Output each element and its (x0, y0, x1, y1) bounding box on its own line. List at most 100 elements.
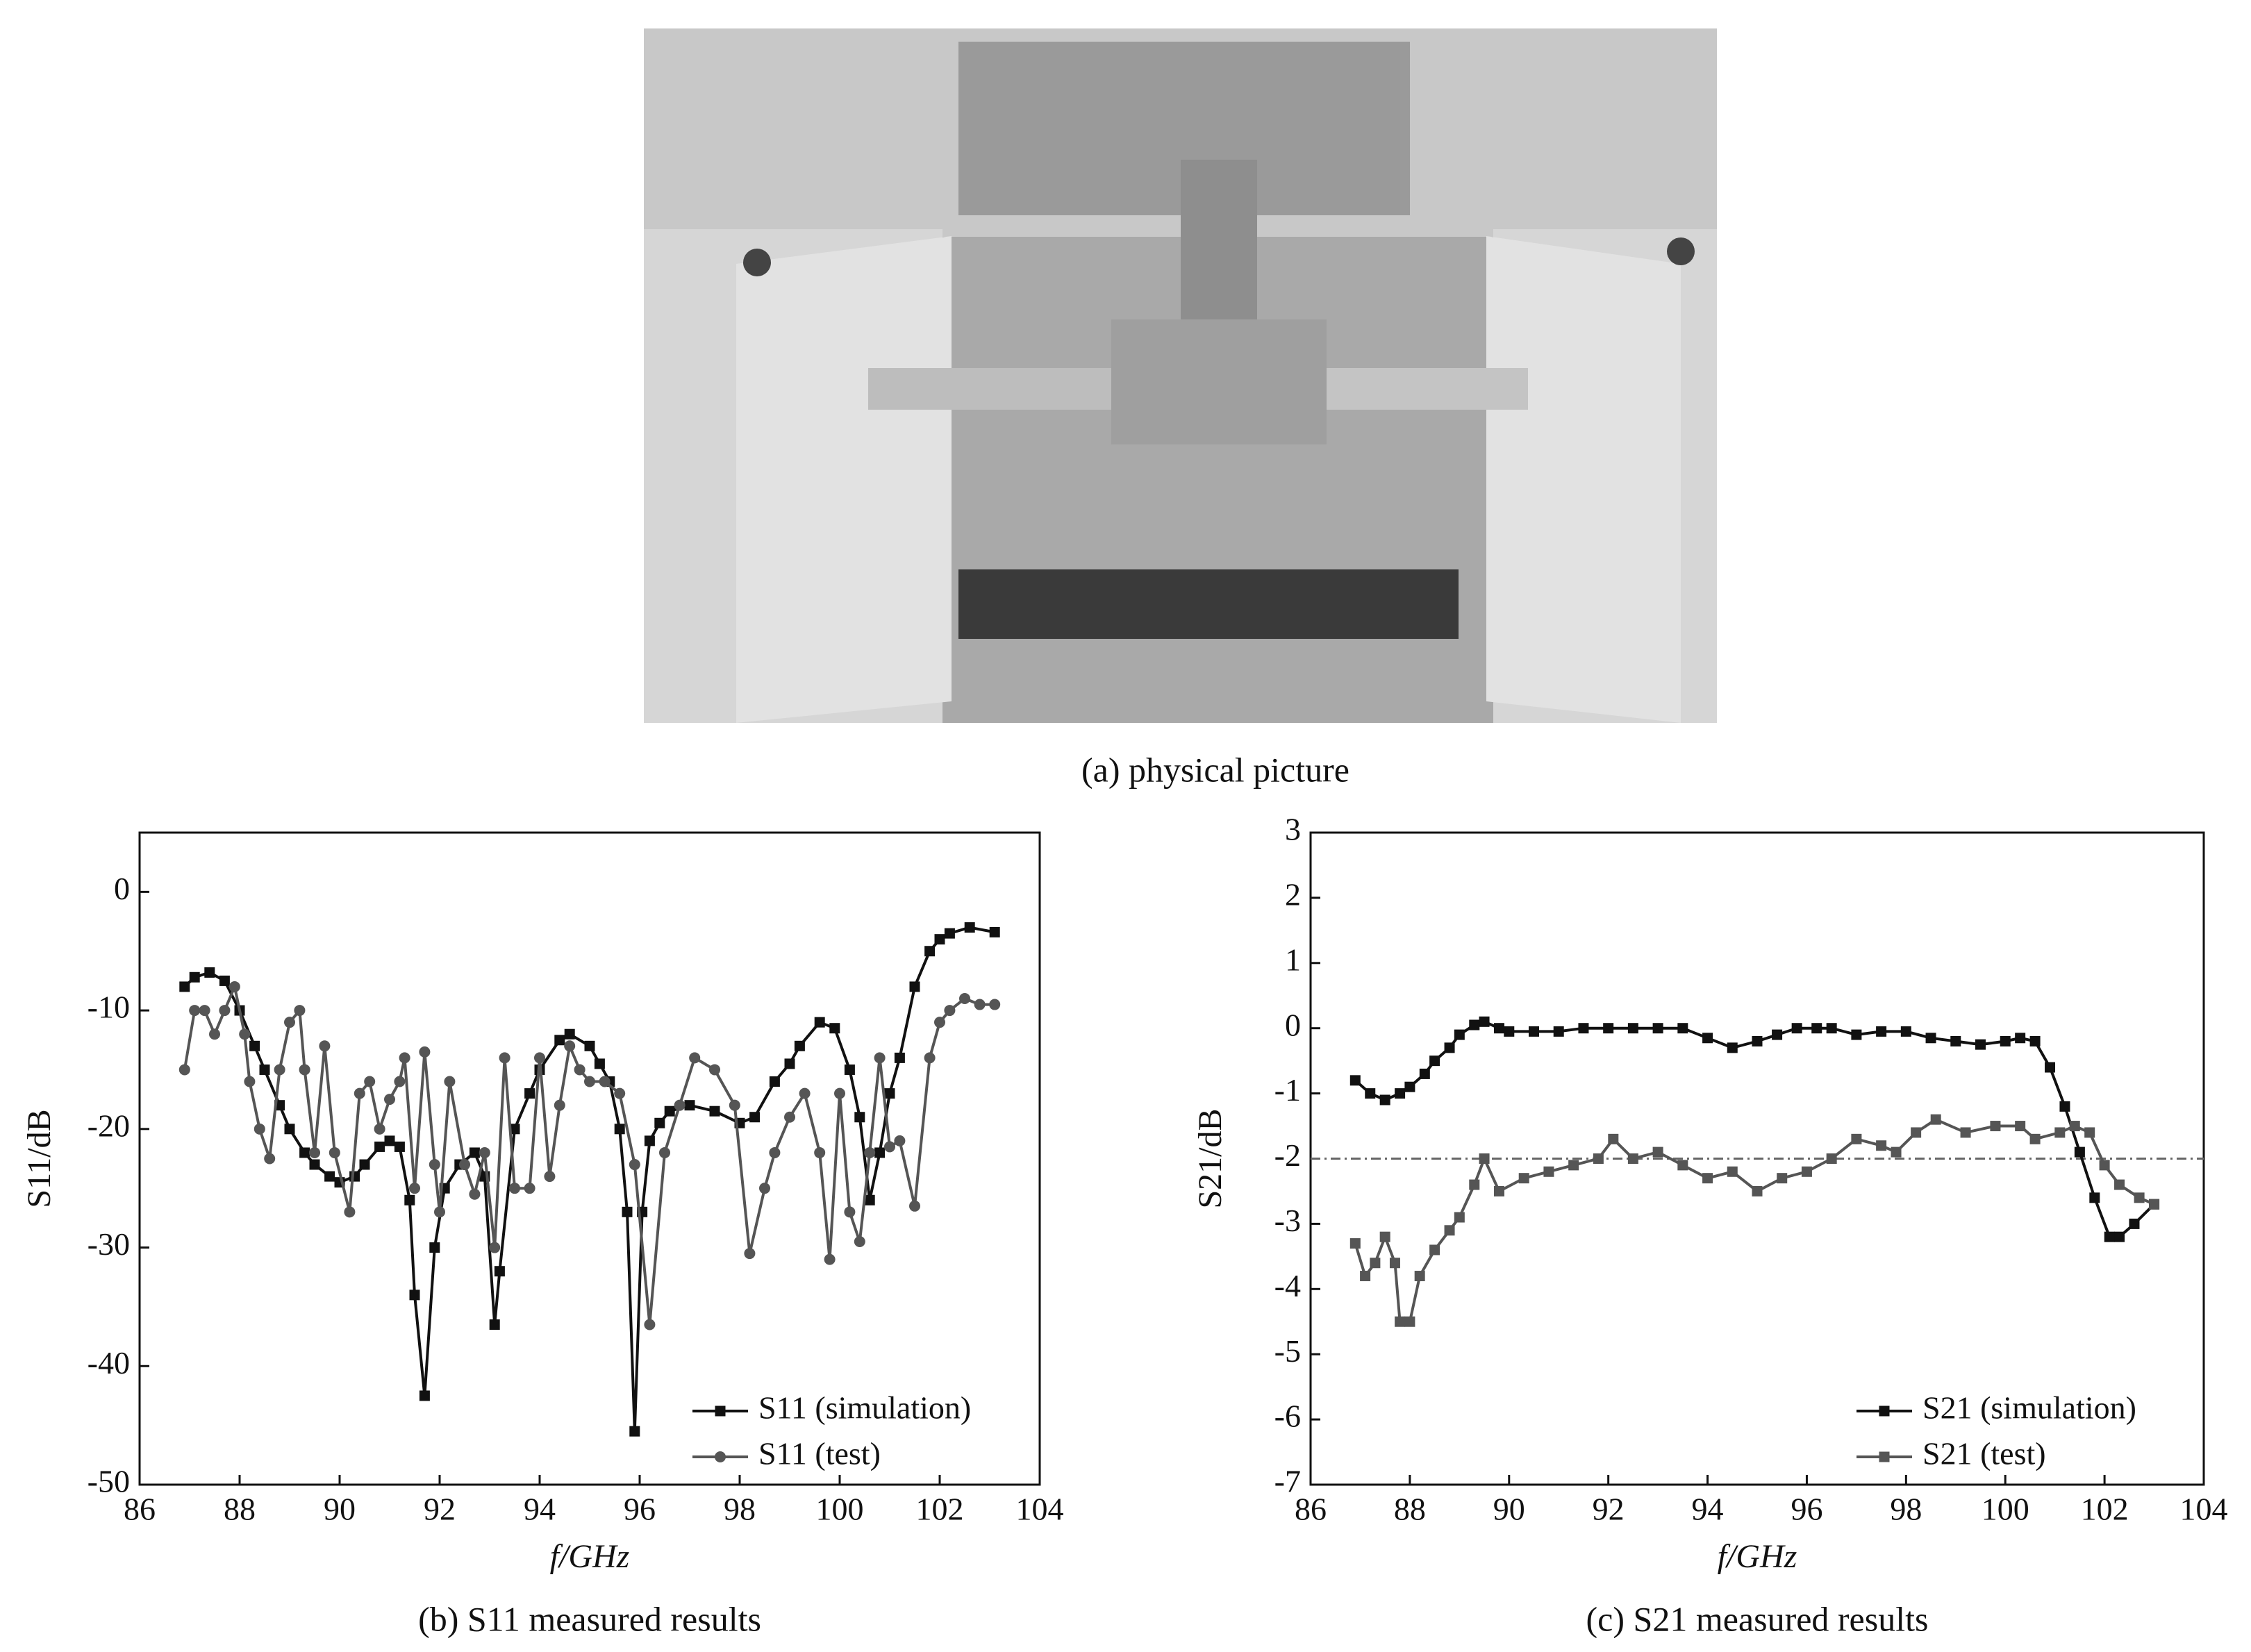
data-point (419, 1046, 431, 1058)
data-point (204, 967, 215, 978)
data-point (1677, 1160, 1688, 1171)
data-point (1395, 1316, 1406, 1327)
data-point (1389, 1258, 1400, 1269)
y-axis-label: S21/dB (1192, 1108, 1229, 1208)
data-point (1360, 1271, 1371, 1282)
x-tick-label: 104 (1016, 1492, 1064, 1527)
data-point (844, 1206, 856, 1218)
x-tick-label: 86 (1295, 1492, 1327, 1527)
data-point (709, 1105, 720, 1117)
data-point (404, 1194, 415, 1205)
data-point (554, 1035, 565, 1046)
data-point (1752, 1035, 1763, 1046)
data-point (934, 934, 945, 945)
chart-caption: (b) S11 measured results (418, 1599, 761, 1638)
data-point (664, 1105, 675, 1117)
y-tick-label: 3 (1285, 812, 1301, 847)
data-point (319, 1040, 331, 1052)
data-point (544, 1171, 556, 1183)
data-point (1568, 1160, 1579, 1171)
data-point (374, 1141, 385, 1152)
data-point (1727, 1042, 1738, 1053)
data-point (709, 1064, 720, 1076)
y-tick-label: -40 (88, 1345, 130, 1380)
data-point (284, 1017, 295, 1028)
data-point (614, 1087, 626, 1099)
data-point (824, 1253, 836, 1265)
x-tick-label: 100 (816, 1492, 864, 1527)
data-point (494, 1266, 505, 1277)
data-point (1349, 1075, 1361, 1086)
y-tick-label: -5 (1274, 1333, 1301, 1369)
data-point (1627, 1153, 1638, 1164)
legend-marker (715, 1451, 726, 1462)
data-point (1791, 1023, 1802, 1034)
data-point (924, 946, 936, 957)
y-tick-label: -3 (1274, 1203, 1301, 1238)
data-point (1777, 1173, 1788, 1184)
data-point (1925, 1033, 1936, 1044)
data-point (1379, 1094, 1390, 1105)
data-point (614, 1124, 625, 1135)
data-point (689, 1052, 701, 1064)
data-point (1593, 1153, 1604, 1164)
data-point (864, 1194, 875, 1205)
data-point (594, 1058, 605, 1069)
data-point (1627, 1023, 1638, 1034)
data-point (729, 1099, 740, 1111)
data-point (1469, 1019, 1480, 1031)
data-point (924, 1052, 936, 1064)
y-tick-label: -30 (88, 1226, 130, 1262)
y-tick-label: -7 (1274, 1464, 1301, 1499)
data-point (459, 1159, 470, 1171)
data-point (964, 922, 975, 933)
data-point (844, 1064, 855, 1075)
data-point (749, 1112, 761, 1123)
data-point (629, 1159, 640, 1171)
data-point (829, 1023, 840, 1034)
data-point (1876, 1026, 1887, 1037)
data-point (814, 1146, 826, 1158)
data-point (219, 1005, 231, 1017)
photo-caption: (a) physical picture (1081, 750, 1349, 789)
data-point (784, 1111, 795, 1123)
data-point (1752, 1185, 1763, 1196)
data-point (2029, 1035, 2041, 1046)
data-point (874, 1147, 886, 1158)
x-tick-label: 88 (1394, 1492, 1426, 1527)
data-point (944, 928, 955, 939)
data-point (294, 1005, 306, 1017)
data-point (1727, 1166, 1738, 1177)
data-point (489, 1242, 501, 1253)
data-point (554, 1099, 565, 1111)
data-point (814, 1017, 825, 1028)
data-point (884, 1141, 895, 1153)
data-point (659, 1146, 670, 1158)
data-point (1702, 1033, 1713, 1044)
data-point (1900, 1026, 1911, 1037)
data-point (1876, 1140, 1887, 1151)
data-point (284, 1124, 295, 1135)
data-point (784, 1058, 795, 1069)
data-point (209, 1028, 220, 1040)
data-point (584, 1076, 595, 1087)
data-point (1429, 1244, 1440, 1255)
data-point (344, 1206, 356, 1218)
data-point (989, 926, 1000, 937)
data-point (264, 1153, 276, 1165)
data-point (854, 1112, 865, 1123)
x-axis-label: f/GHz (550, 1538, 630, 1575)
data-point (524, 1183, 535, 1194)
x-tick-label: 98 (1890, 1492, 1922, 1527)
data-point (509, 1124, 520, 1135)
data-point (1911, 1127, 1922, 1138)
data-point (564, 1040, 576, 1052)
legend-marker (715, 1405, 726, 1417)
data-point (769, 1146, 781, 1158)
y-tick-label: 2 (1285, 876, 1301, 912)
data-point (1479, 1153, 1490, 1164)
data-point (644, 1135, 655, 1146)
chart-caption: (c) S21 measured results (1586, 1599, 1929, 1638)
data-point (1493, 1185, 1504, 1196)
data-point (759, 1183, 770, 1194)
